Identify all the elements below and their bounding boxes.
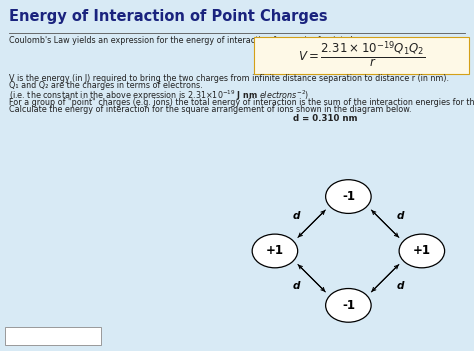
Circle shape [326,180,371,213]
Circle shape [326,289,371,322]
Text: d: d [397,281,404,291]
Text: +1: +1 [413,244,431,258]
Text: +1: +1 [266,244,284,258]
Text: Coulomb's Law yields an expression for the energy of interaction for a pair of p: Coulomb's Law yields an expression for t… [9,36,380,45]
Circle shape [252,234,298,268]
Text: For a group of "point" charges (e.g. ions) the total energy of interaction is th: For a group of "point" charges (e.g. ion… [9,98,474,107]
Text: $V = \dfrac{2.31 \times 10^{-19}Q_1Q_2}{r}$: $V = \dfrac{2.31 \times 10^{-19}Q_1Q_2}{… [298,39,425,70]
FancyBboxPatch shape [5,327,101,345]
Circle shape [399,234,445,268]
Text: d: d [293,211,300,221]
Text: Calculate the energy of interaction for the square arrangement of ions shown in : Calculate the energy of interaction for … [9,105,411,114]
Text: d: d [397,211,404,221]
Text: d = 0.310 nm: d = 0.310 nm [293,114,357,123]
FancyBboxPatch shape [254,37,469,74]
Text: -1: -1 [342,190,355,203]
Text: Energy of Interaction of Point Charges: Energy of Interaction of Point Charges [9,9,327,24]
Text: (i.e. the constant in the above expression is 2.31$\times$10$^{-19}$ $\bf{J\ nm\: (i.e. the constant in the above expressi… [9,88,309,103]
Text: Q₁ and Q₂ are the charges in terms of electrons.: Q₁ and Q₂ are the charges in terms of el… [9,81,202,91]
Text: d: d [293,281,300,291]
Text: V is the energy (in J) required to bring the two charges from infinite distance : V is the energy (in J) required to bring… [9,74,448,83]
Text: -1: -1 [342,299,355,312]
